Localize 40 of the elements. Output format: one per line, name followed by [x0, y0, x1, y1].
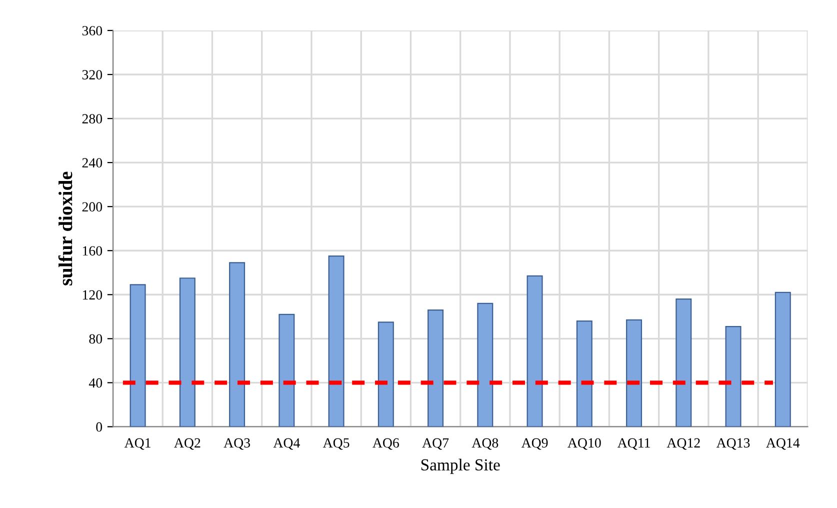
bar	[725, 326, 742, 427]
bar	[130, 284, 146, 427]
bar	[526, 275, 543, 427]
bar	[378, 322, 394, 427]
bar	[229, 262, 246, 427]
bar	[626, 319, 642, 427]
bar	[278, 314, 295, 427]
bar	[328, 256, 344, 427]
x-tick-label: AQ13	[716, 438, 750, 450]
y-tick-label: 360	[82, 26, 102, 36]
x-tick-label: AQ8	[472, 438, 498, 450]
x-tick-label: AQ14	[766, 438, 800, 450]
y-tick-label: 0	[96, 422, 102, 432]
x-tick-label: AQ11	[617, 438, 650, 450]
bar	[676, 298, 692, 427]
x-tick-label: AQ7	[422, 438, 449, 450]
x-tick-label: AQ3	[224, 438, 250, 450]
bar	[428, 309, 444, 427]
y-tick-label: 280	[82, 114, 102, 124]
y-axis-title: sulfur dioxide	[58, 172, 72, 286]
y-tick-label: 120	[82, 290, 102, 300]
bar	[179, 278, 196, 427]
y-tick-label: 80	[89, 334, 102, 344]
x-tick-label: AQ4	[273, 438, 300, 450]
y-tick-label: 200	[82, 202, 102, 212]
x-tick-label: AQ2	[174, 438, 200, 450]
bar	[477, 302, 494, 427]
y-tick-label: 320	[82, 70, 102, 80]
bar	[576, 320, 592, 427]
y-tick-label: 40	[88, 378, 102, 388]
y-tick-label: 240	[82, 158, 102, 168]
bar	[774, 292, 791, 427]
x-axis-title: Sample Site	[421, 458, 500, 474]
x-tick-label: AQ12	[666, 438, 700, 450]
x-tick-label: AQ1	[124, 438, 150, 450]
x-tick-label: AQ10	[568, 438, 601, 450]
y-tick-label: 160	[82, 246, 102, 256]
x-tick-label: AQ9	[521, 438, 548, 450]
x-tick-label: AQ5	[322, 438, 350, 450]
x-tick-label: AQ6	[372, 438, 400, 450]
